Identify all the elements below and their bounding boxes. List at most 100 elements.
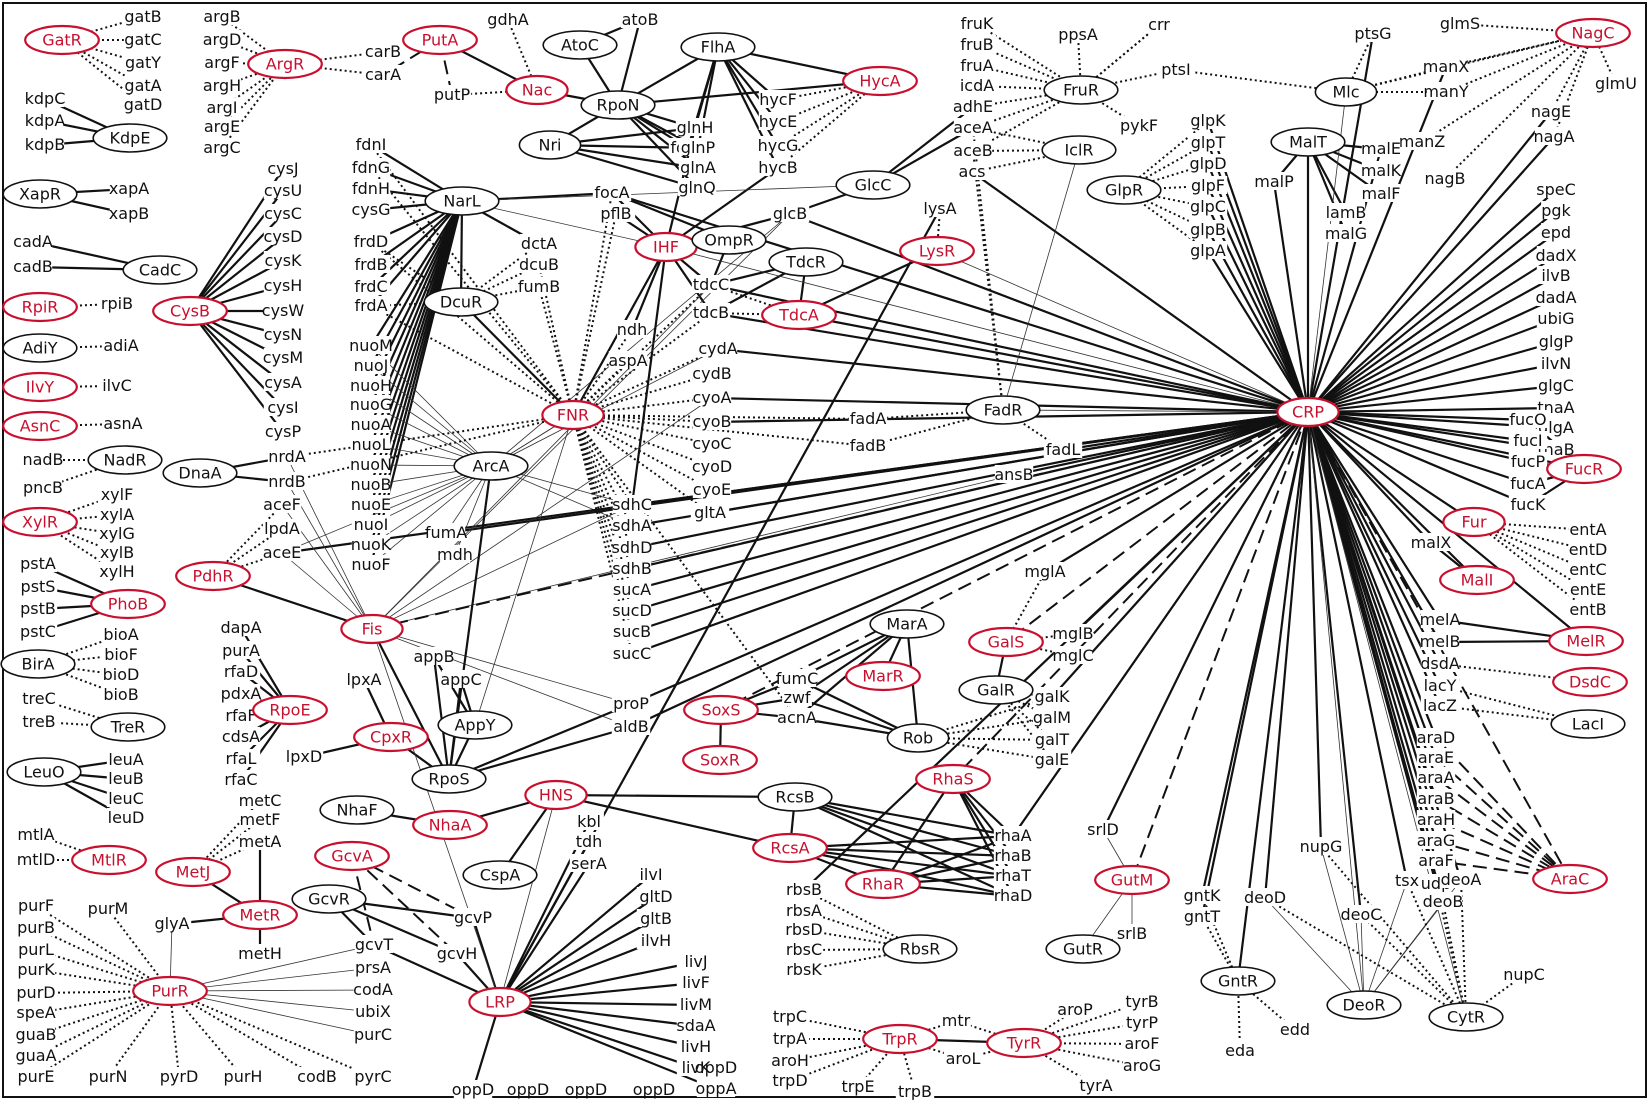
tf-node-xapr[interactable]	[2, 179, 78, 209]
tf-node-metj[interactable]	[155, 856, 231, 888]
tf-node-fur[interactable]	[1442, 506, 1506, 538]
gene-bg-acs	[957, 162, 987, 180]
tf-node-dcur[interactable]	[423, 287, 499, 317]
tf-node-nac[interactable]	[505, 74, 569, 106]
tf-node-nagc[interactable]	[1555, 17, 1631, 49]
tf-node-metr[interactable]	[222, 899, 298, 931]
tf-node-mlc[interactable]	[1314, 77, 1378, 107]
tf-node-phob[interactable]	[90, 588, 166, 620]
gene-ubiG: ubiG	[1537, 309, 1574, 328]
tf-node-fis[interactable]	[340, 613, 404, 645]
tf-node-gntr[interactable]	[1200, 966, 1276, 996]
tf-node-gals[interactable]	[968, 626, 1044, 658]
tf-node-cadc[interactable]	[122, 255, 198, 285]
tf-node-pdhr[interactable]	[175, 560, 251, 592]
tf-node-tyrr[interactable]	[986, 1027, 1062, 1059]
tf-node-xylr[interactable]	[2, 506, 78, 538]
tf-node-nadr[interactable]	[87, 445, 163, 475]
edge-NarL-DcuR	[459, 200, 464, 303]
tf-node-cysb[interactable]	[152, 295, 228, 327]
tf-node-appy[interactable]	[437, 710, 513, 740]
tf-node-gutr[interactable]	[1045, 934, 1121, 964]
tf-node-rpon[interactable]	[580, 90, 656, 120]
tf-node-rpoe[interactable]	[252, 694, 328, 726]
tf-node-crp[interactable]	[1276, 396, 1340, 428]
tf-node-rpos[interactable]	[411, 764, 487, 794]
tf-node-narl[interactable]	[424, 186, 500, 216]
tf-node-deor[interactable]	[1326, 990, 1402, 1020]
tf-node-marr[interactable]	[845, 660, 921, 692]
gene-bg-livJ	[676, 952, 716, 970]
tf-node-puta[interactable]	[402, 24, 478, 56]
tf-node-dsdc[interactable]	[1552, 666, 1628, 698]
tf-node-ompr[interactable]	[691, 225, 767, 255]
tf-node-flha[interactable]	[680, 32, 756, 62]
tf-node-asnc[interactable]	[2, 410, 78, 442]
gene-aceA: aceA	[953, 118, 992, 137]
tf-node-bira[interactable]	[0, 649, 76, 679]
tf-node-frur[interactable]	[1043, 75, 1119, 105]
edge-AraC-araD	[1435, 737, 1571, 880]
tf-node-nhaa[interactable]	[412, 809, 488, 841]
gene-bg-rbsC	[784, 940, 824, 958]
tf-node-tdca[interactable]	[761, 299, 837, 331]
tf-node-lysr[interactable]	[899, 235, 975, 267]
tf-node-dnaa[interactable]	[162, 458, 238, 488]
tf-node-rcsa[interactable]	[752, 832, 828, 864]
tf-node-gatr[interactable]	[24, 24, 100, 56]
tf-node-ilvy[interactable]	[2, 371, 78, 403]
tf-node-hyca[interactable]	[842, 65, 918, 97]
tf-node-nri[interactable]	[518, 130, 582, 160]
tf-node-rhar[interactable]	[845, 868, 921, 900]
tf-node-mara[interactable]	[869, 609, 945, 639]
tf-node-rpir[interactable]	[2, 291, 78, 323]
tf-node-mtlr[interactable]	[71, 844, 147, 876]
gene-rhaA: rhaA	[994, 826, 1031, 845]
tf-node-hns[interactable]	[524, 779, 588, 811]
tf-node-fadr[interactable]	[965, 395, 1041, 425]
tf-node-tdcr[interactable]	[768, 247, 844, 277]
tf-node-trpr[interactable]	[862, 1023, 938, 1055]
gene-bg-cysP	[263, 422, 303, 440]
tf-node-kdpe[interactable]	[92, 123, 168, 153]
tf-node-purr[interactable]	[132, 975, 208, 1007]
gene-ptsG: ptsG	[1354, 24, 1391, 43]
edge-FNR-frdD	[370, 241, 574, 416]
tf-node-gcva[interactable]	[314, 840, 390, 872]
tf-node-rhas[interactable]	[915, 763, 991, 795]
tf-node-rbsr[interactable]	[882, 934, 958, 964]
tf-node-soxs[interactable]	[683, 694, 759, 726]
tf-node-nhaf[interactable]	[319, 795, 395, 825]
tf-node-leuo[interactable]	[6, 757, 82, 787]
tf-node-iclr[interactable]	[1041, 135, 1117, 165]
tf-node-malt[interactable]	[1270, 127, 1346, 157]
tf-node-fucr[interactable]	[1546, 453, 1622, 485]
gene-bg-aroP	[1055, 1000, 1095, 1018]
tf-node-glcc[interactable]	[835, 170, 911, 200]
tf-node-argr[interactable]	[247, 48, 323, 80]
tf-node-arca[interactable]	[453, 451, 529, 481]
tf-node-atoc[interactable]	[542, 30, 618, 60]
tf-node-rob[interactable]	[886, 723, 950, 753]
tf-node-laci[interactable]	[1550, 709, 1626, 739]
tf-node-fnr[interactable]	[541, 399, 605, 431]
gene-bg-galT	[1032, 730, 1072, 748]
tf-node-mali[interactable]	[1439, 564, 1515, 596]
gene-malE: malE	[1361, 139, 1401, 158]
tf-node-trer[interactable]	[90, 712, 166, 742]
tf-node-cspa[interactable]	[462, 860, 538, 890]
edge-FNR-fadA	[572, 414, 869, 420]
tf-node-galr[interactable]	[958, 675, 1034, 705]
tf-node-rcsb[interactable]	[757, 782, 833, 812]
tf-node-arac[interactable]	[1532, 863, 1608, 895]
tf-node-lrp[interactable]	[468, 986, 532, 1018]
tf-node-gutm[interactable]	[1094, 864, 1170, 896]
gene-trpE: trpE	[841, 1077, 874, 1096]
tf-node-gcvr[interactable]	[291, 884, 367, 914]
tf-node-glpr[interactable]	[1086, 175, 1162, 205]
tf-node-adiy[interactable]	[2, 333, 78, 363]
tf-node-melr[interactable]	[1548, 625, 1624, 657]
tf-node-soxr[interactable]	[682, 744, 758, 776]
tf-node-cpxr[interactable]	[353, 721, 429, 753]
tf-node-cytr[interactable]	[1428, 1002, 1504, 1032]
